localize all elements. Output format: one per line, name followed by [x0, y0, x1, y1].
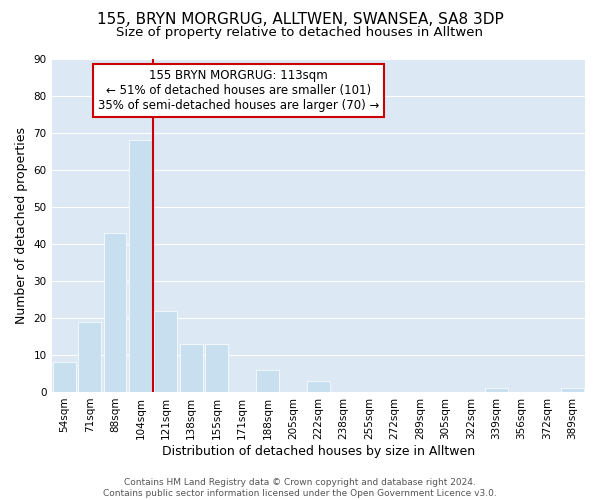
Bar	[129, 140, 152, 392]
Bar	[561, 388, 584, 392]
Text: Size of property relative to detached houses in Alltwen: Size of property relative to detached ho…	[116, 26, 484, 39]
Bar	[205, 344, 228, 392]
Bar	[485, 388, 508, 392]
Bar	[307, 381, 330, 392]
Text: 155, BRYN MORGRUG, ALLTWEN, SWANSEA, SA8 3DP: 155, BRYN MORGRUG, ALLTWEN, SWANSEA, SA8…	[97, 12, 503, 28]
Bar	[53, 362, 76, 392]
Bar	[78, 322, 101, 392]
Text: Contains HM Land Registry data © Crown copyright and database right 2024.
Contai: Contains HM Land Registry data © Crown c…	[103, 478, 497, 498]
Bar	[154, 310, 177, 392]
Y-axis label: Number of detached properties: Number of detached properties	[15, 127, 28, 324]
Bar	[180, 344, 203, 392]
X-axis label: Distribution of detached houses by size in Alltwen: Distribution of detached houses by size …	[162, 444, 475, 458]
Text: 155 BRYN MORGRUG: 113sqm
← 51% of detached houses are smaller (101)
35% of semi-: 155 BRYN MORGRUG: 113sqm ← 51% of detach…	[98, 69, 379, 112]
Bar	[256, 370, 279, 392]
Bar	[104, 233, 127, 392]
